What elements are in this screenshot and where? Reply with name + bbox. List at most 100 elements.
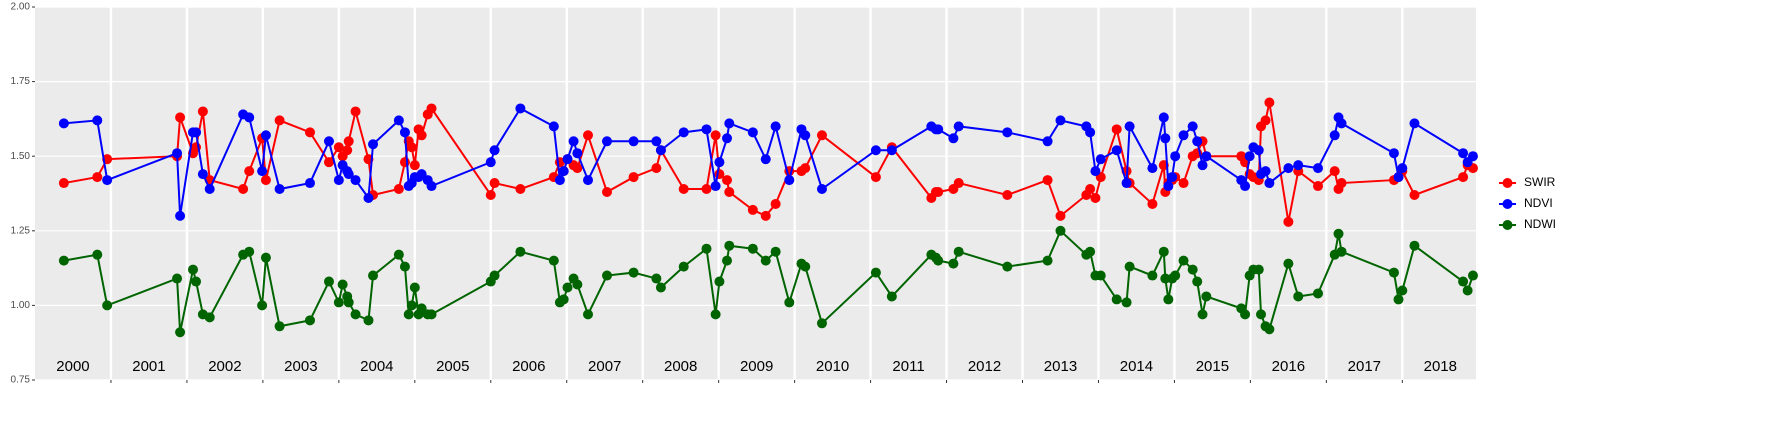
point xyxy=(953,246,964,257)
point xyxy=(628,136,639,147)
point xyxy=(350,175,361,186)
point xyxy=(260,130,271,141)
point xyxy=(1124,121,1135,132)
y-tick-label: 1.25 xyxy=(11,225,31,236)
point xyxy=(337,279,348,290)
point xyxy=(784,297,795,308)
point xyxy=(1085,127,1096,138)
point xyxy=(489,178,500,189)
point xyxy=(92,249,103,260)
point xyxy=(426,103,437,114)
point xyxy=(1240,181,1251,192)
point xyxy=(933,187,944,198)
point xyxy=(948,258,959,269)
point xyxy=(1336,246,1347,257)
point xyxy=(1121,178,1132,189)
point xyxy=(1329,166,1340,177)
point xyxy=(800,130,811,141)
point xyxy=(393,115,404,126)
point xyxy=(304,178,315,189)
year-label: 2007 xyxy=(588,358,621,375)
point xyxy=(58,118,69,129)
year-label: 2013 xyxy=(1044,358,1077,375)
point xyxy=(800,163,811,174)
legend-point xyxy=(1502,199,1513,209)
point xyxy=(257,300,268,311)
point xyxy=(770,121,781,132)
point xyxy=(260,175,271,186)
point xyxy=(244,112,255,123)
point xyxy=(722,175,733,186)
point xyxy=(1244,151,1255,162)
point xyxy=(172,148,183,159)
point xyxy=(1197,309,1208,320)
point xyxy=(1090,166,1101,177)
year-label: 2010 xyxy=(816,358,849,375)
point xyxy=(333,175,344,186)
point xyxy=(655,282,666,293)
point xyxy=(1111,294,1122,305)
point xyxy=(1336,118,1347,129)
point xyxy=(1111,145,1122,156)
point xyxy=(816,130,827,141)
point xyxy=(1256,309,1267,320)
point xyxy=(562,154,573,165)
point xyxy=(1095,154,1106,165)
point xyxy=(747,127,758,138)
point xyxy=(1042,255,1053,266)
point xyxy=(1260,166,1271,177)
point xyxy=(1085,246,1096,257)
point xyxy=(363,315,374,326)
point xyxy=(572,148,583,159)
point xyxy=(1393,172,1404,183)
point xyxy=(558,166,569,177)
point xyxy=(1178,130,1189,141)
point xyxy=(558,294,569,305)
point xyxy=(651,273,662,284)
point xyxy=(102,300,113,311)
point xyxy=(628,267,639,278)
point xyxy=(393,184,404,195)
point xyxy=(406,142,417,153)
point xyxy=(323,136,334,147)
legend-label: NDWI xyxy=(1524,217,1556,231)
point xyxy=(323,157,334,168)
point xyxy=(1090,192,1101,203)
point xyxy=(399,261,410,272)
y-tick-label: 0.75 xyxy=(11,375,31,386)
point xyxy=(1160,273,1171,284)
point xyxy=(1002,189,1013,200)
point xyxy=(886,145,897,156)
point xyxy=(601,187,612,198)
point xyxy=(816,184,827,195)
point xyxy=(747,204,758,215)
point xyxy=(323,276,334,287)
point xyxy=(651,136,662,147)
point xyxy=(601,136,612,147)
year-label: 2003 xyxy=(284,358,317,375)
point xyxy=(1283,163,1294,174)
point xyxy=(1264,324,1275,335)
y-tick-label: 1.75 xyxy=(11,76,31,87)
point xyxy=(274,115,285,126)
point xyxy=(350,309,361,320)
point xyxy=(274,321,285,332)
point xyxy=(933,255,944,266)
point xyxy=(515,103,526,114)
y-tick-label: 1.00 xyxy=(11,300,31,311)
point xyxy=(399,157,410,168)
point xyxy=(197,106,208,117)
point xyxy=(747,243,758,254)
point xyxy=(583,130,594,141)
point xyxy=(870,145,881,156)
point xyxy=(760,154,771,165)
point xyxy=(562,282,573,293)
point xyxy=(197,169,208,180)
point xyxy=(710,181,721,192)
point xyxy=(1158,112,1169,123)
point xyxy=(1158,246,1169,257)
point xyxy=(172,273,183,284)
point xyxy=(678,184,689,195)
point xyxy=(1409,118,1420,129)
point xyxy=(409,282,420,293)
